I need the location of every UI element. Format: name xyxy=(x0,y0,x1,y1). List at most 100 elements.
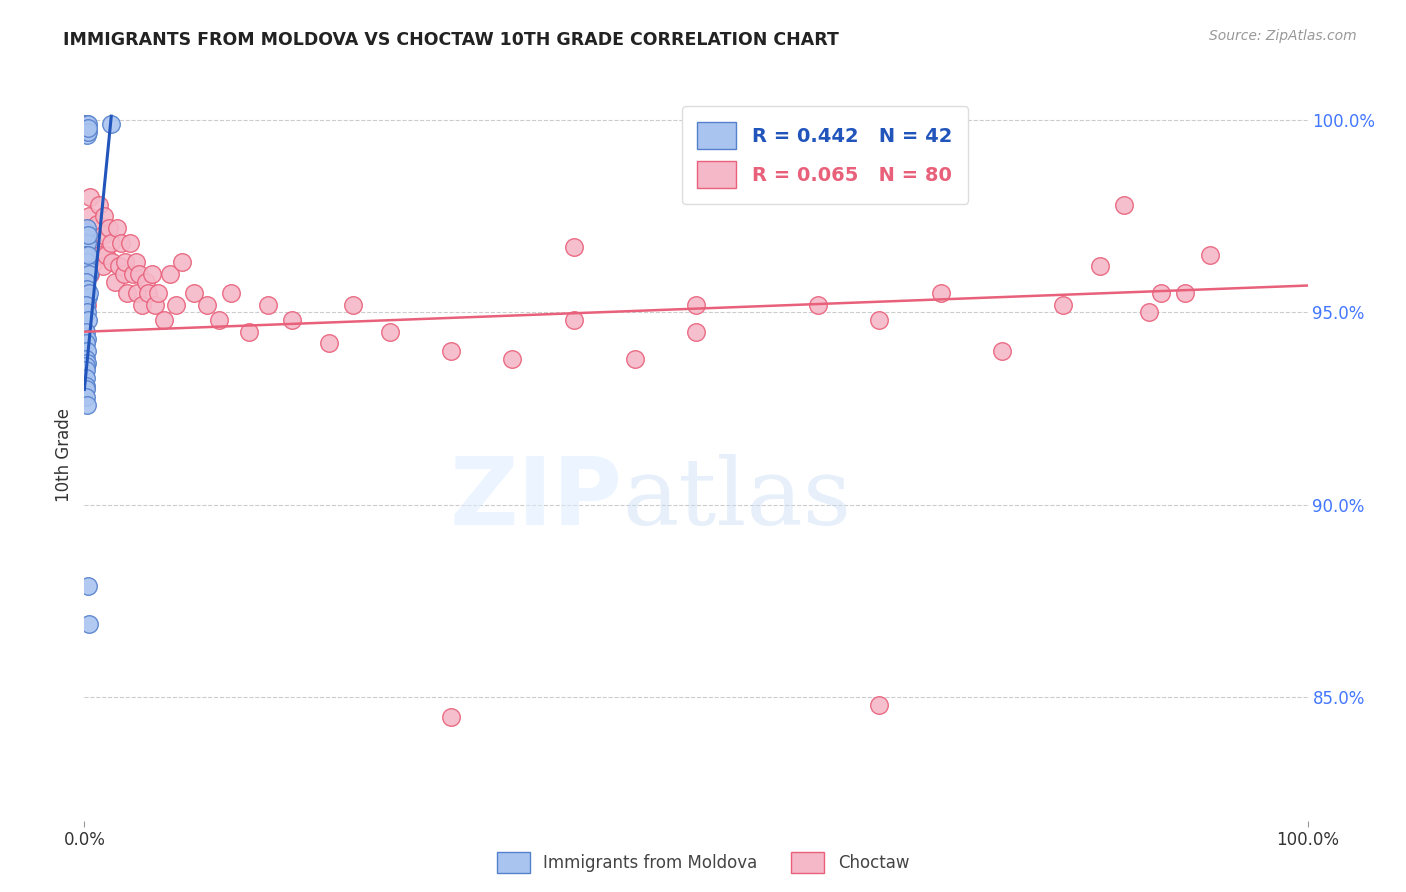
Point xyxy=(75,248,97,262)
Point xyxy=(807,298,830,312)
Point xyxy=(79,267,101,281)
Point xyxy=(869,698,891,713)
Point xyxy=(83,255,105,269)
Point xyxy=(128,267,150,281)
Point xyxy=(104,275,127,289)
Point xyxy=(75,363,97,377)
Point xyxy=(153,313,176,327)
Point xyxy=(1174,286,1197,301)
Point xyxy=(76,124,98,138)
Point xyxy=(76,267,98,281)
Point xyxy=(76,282,98,296)
Point xyxy=(165,298,187,312)
Point xyxy=(77,124,100,138)
Point xyxy=(76,117,98,131)
Point xyxy=(135,275,157,289)
Point xyxy=(75,124,97,138)
Point xyxy=(75,390,97,404)
Point xyxy=(1137,305,1160,319)
Point xyxy=(380,325,402,339)
Point xyxy=(75,124,97,138)
Text: ZIP: ZIP xyxy=(450,453,623,545)
Point xyxy=(77,290,100,304)
Point xyxy=(624,351,647,366)
Point xyxy=(77,236,100,251)
Point xyxy=(75,117,97,131)
Point xyxy=(82,236,104,251)
Point xyxy=(125,286,148,301)
Point xyxy=(77,228,100,243)
Point xyxy=(107,260,129,274)
Point xyxy=(76,298,98,312)
Point xyxy=(219,286,242,301)
Point xyxy=(159,267,181,281)
Point xyxy=(77,248,100,262)
Point xyxy=(76,343,98,358)
Point xyxy=(440,709,463,723)
Point xyxy=(1198,248,1220,262)
Point xyxy=(76,355,98,369)
Point xyxy=(440,343,463,358)
Point xyxy=(118,236,141,251)
Point xyxy=(183,286,205,301)
Point xyxy=(929,286,952,301)
Point xyxy=(112,267,135,281)
Point xyxy=(101,255,124,269)
Point xyxy=(77,286,100,301)
Y-axis label: 10th Grade: 10th Grade xyxy=(55,408,73,502)
Point xyxy=(75,225,97,239)
Point xyxy=(1088,260,1111,274)
Point xyxy=(105,220,128,235)
Point xyxy=(91,228,114,243)
Point xyxy=(125,255,148,269)
Point xyxy=(75,359,97,374)
Point xyxy=(115,286,138,301)
Point xyxy=(1114,197,1136,211)
Point xyxy=(100,236,122,251)
Point xyxy=(869,313,891,327)
Point xyxy=(75,275,97,289)
Point xyxy=(77,579,100,593)
Point xyxy=(75,232,97,246)
Point xyxy=(76,305,98,319)
Point xyxy=(502,351,524,366)
Point xyxy=(80,220,103,235)
Point xyxy=(110,236,132,251)
Point xyxy=(75,120,97,135)
Point xyxy=(77,263,100,277)
Point xyxy=(77,313,100,327)
Point xyxy=(141,267,163,281)
Point xyxy=(87,197,110,211)
Point xyxy=(96,248,118,262)
Point xyxy=(75,378,97,392)
Point xyxy=(79,190,101,204)
Point xyxy=(562,313,585,327)
Point xyxy=(562,240,585,254)
Point xyxy=(75,325,97,339)
Point xyxy=(76,128,98,143)
Point xyxy=(76,255,98,269)
Point xyxy=(76,398,98,412)
Point xyxy=(75,220,97,235)
Point xyxy=(93,209,115,223)
Point xyxy=(76,220,98,235)
Point xyxy=(86,217,108,231)
Point xyxy=(76,228,98,243)
Point xyxy=(1052,298,1074,312)
Legend: R = 0.442   N = 42, R = 0.065   N = 80: R = 0.442 N = 42, R = 0.065 N = 80 xyxy=(682,106,967,204)
Point xyxy=(77,120,100,135)
Point xyxy=(208,313,231,327)
Point xyxy=(77,260,100,274)
Point xyxy=(77,248,100,262)
Point xyxy=(238,325,260,339)
Point xyxy=(75,248,97,262)
Point xyxy=(75,383,97,397)
Point xyxy=(97,220,120,235)
Point xyxy=(318,336,340,351)
Point xyxy=(991,343,1014,358)
Point xyxy=(685,298,707,312)
Point xyxy=(281,313,304,327)
Point xyxy=(114,255,136,269)
Point xyxy=(75,336,97,351)
Point xyxy=(131,298,153,312)
